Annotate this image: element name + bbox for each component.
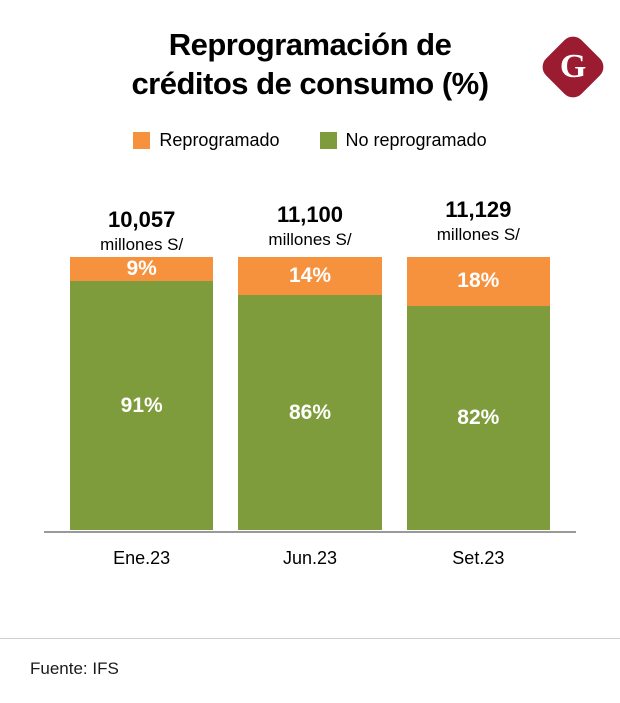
chart-title-line1: Reprogramación de [168,27,452,62]
legend-label-no-reprogramado: No reprogramado [345,129,487,150]
stacked-bar-chart: 10,057 millones S/ 9% 91% 11,100 millone… [70,181,550,531]
bar-total: 11,100 millones S/ [238,186,381,262]
logo-letter: G [559,47,587,85]
x-axis-label: Set.23 [452,547,505,568]
chart-title-line2: créditos de consumo (%) [131,65,489,101]
segment-value: 9% [126,256,157,280]
chart-title: Reprogramación de créditos de consumo (%… [60,26,560,104]
bar-column-jun23: 11,100 millones S/ 14% 86% [238,181,382,531]
bar-columns: 10,057 millones S/ 9% 91% 11,100 millone… [70,181,550,531]
segment-reprogramado: 9% [70,256,214,282]
legend: Reprogramado No reprogramado [0,130,620,151]
x-axis-label: Ene.23 [113,547,171,568]
segment-value: 86% [288,400,331,424]
bar-total: 10,057 millones S/ [70,191,213,267]
segment-value: 14% [288,263,331,287]
legend-swatch-green-icon [319,131,337,149]
stacked-bar: 18% 82% [406,256,550,531]
x-axis-line [44,530,576,533]
x-axis-label: Jun.23 [282,547,338,568]
segment-value: 82% [457,406,500,430]
segment-no-reprogramado: 82% [406,305,550,531]
x-axis-labels: Ene.23 Jun.23 Set.23 [70,548,550,569]
bar-total-unit: millones S/ [100,234,184,254]
segment-value: 18% [457,269,500,293]
segment-value: 91% [120,393,163,417]
legend-label-reprogramado: Reprogramado [159,129,280,150]
bar-total: 11,129 millones S/ [407,181,550,257]
bar-total-value: 11,129 [445,196,512,222]
legend-item-no-reprogramado: No reprogramado [319,129,487,151]
segment-no-reprogramado: 91% [70,281,214,531]
bar-column-ene23: 10,057 millones S/ 9% 91% [70,181,214,531]
segment-reprogramado: 14% [238,256,382,295]
segment-reprogramado: 18% [406,256,550,306]
bar-column-set23: 11,129 millones S/ 18% 82% [406,181,550,531]
bar-total-unit: millones S/ [268,229,352,249]
footer-divider [0,638,620,639]
legend-item-reprogramado: Reprogramado [133,129,280,151]
stacked-bar: 9% 91% [70,256,214,531]
source-text: Fuente: IFS [30,659,119,678]
segment-no-reprogramado: 86% [238,294,382,531]
stacked-bar: 14% 86% [238,256,382,531]
bar-total-unit: millones S/ [436,224,520,244]
legend-swatch-orange-icon [133,131,151,149]
bar-total-value: 10,057 [108,206,176,232]
bar-total-value: 11,100 [276,201,344,227]
